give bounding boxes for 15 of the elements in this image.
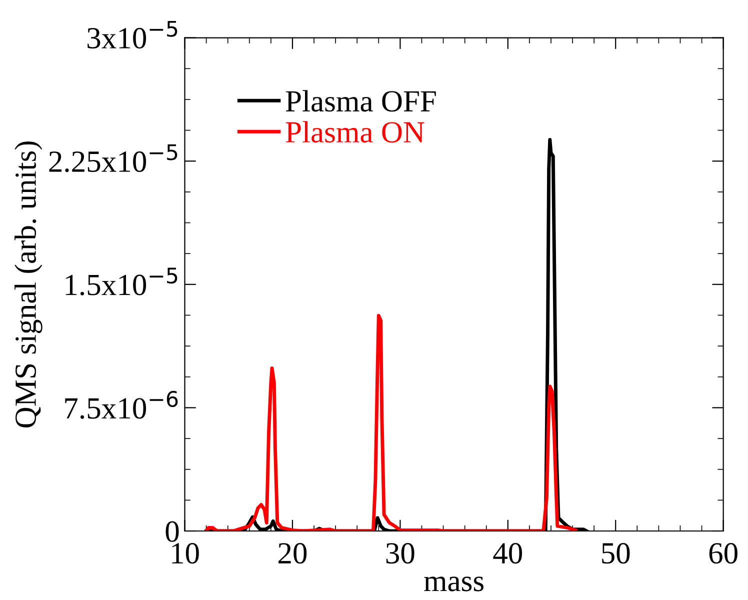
y-tick-label: 7.5x10$^{−6}$ xyxy=(65,390,178,419)
x-tick-label: 20 xyxy=(278,542,307,564)
y-tick-label: 1.5x10$^{−5}$ xyxy=(66,268,178,296)
x-tick-label: 60 xyxy=(709,542,738,564)
x-tick-label: 10 xyxy=(172,542,199,564)
legend-label: Plasma OFF xyxy=(286,90,436,112)
y-axis-title: QMS signal (arb. units) xyxy=(14,141,42,428)
x-axis-title: mass xyxy=(424,576,484,592)
legend-label: Plasma ON xyxy=(286,121,424,143)
y-tick-label: 2.25x10$^{−5}$ xyxy=(49,144,178,172)
x-tick-label: 40 xyxy=(493,542,522,564)
y-tick-label: 3x10$^{−5}$ xyxy=(88,20,178,49)
y-tick-label: 0 xyxy=(166,521,179,542)
x-tick-label: 50 xyxy=(602,542,630,564)
x-tick-label: 30 xyxy=(386,542,414,564)
